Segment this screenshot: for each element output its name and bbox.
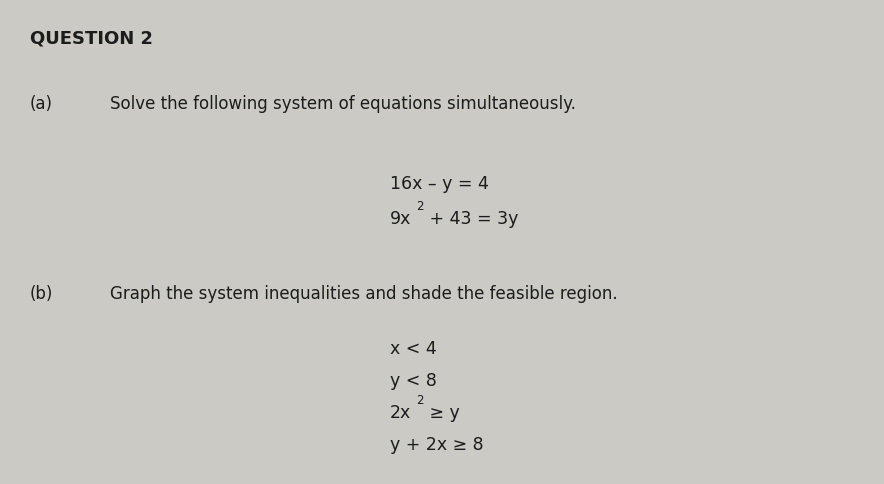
Text: (b): (b) (30, 285, 53, 303)
Text: 2: 2 (416, 200, 423, 213)
Text: ≥ y: ≥ y (424, 404, 460, 422)
Text: + 43 = 3y: + 43 = 3y (424, 210, 518, 228)
Text: (a): (a) (30, 95, 53, 113)
Text: 2x: 2x (390, 404, 411, 422)
Text: 2: 2 (416, 394, 423, 407)
Text: Solve the following system of equations simultaneously.: Solve the following system of equations … (110, 95, 575, 113)
Text: y < 8: y < 8 (390, 372, 437, 390)
Text: x < 4: x < 4 (390, 340, 437, 358)
Text: QUESTION 2: QUESTION 2 (30, 30, 153, 48)
Text: 9x: 9x (390, 210, 411, 228)
Text: y + 2x ≥ 8: y + 2x ≥ 8 (390, 436, 484, 454)
Text: Graph the system inequalities and shade the feasible region.: Graph the system inequalities and shade … (110, 285, 618, 303)
Text: 16x – y = 4: 16x – y = 4 (390, 175, 489, 193)
